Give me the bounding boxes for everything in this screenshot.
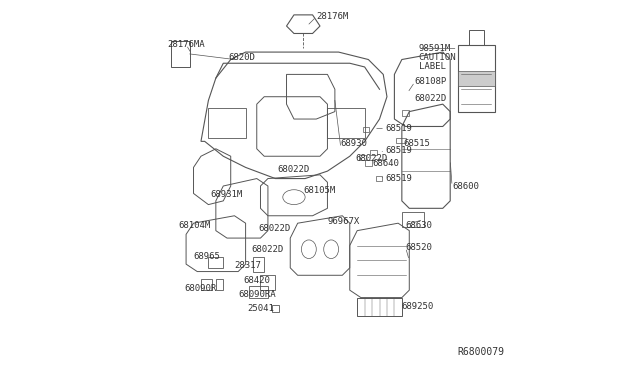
Text: 28317: 28317 (234, 262, 261, 270)
Text: 68420: 68420 (244, 276, 271, 285)
Bar (363, 127, 369, 132)
Text: 68519: 68519 (385, 174, 412, 183)
Text: 68022D: 68022D (277, 165, 310, 174)
Bar (458, 71, 495, 86)
Text: 68630: 68630 (406, 221, 433, 230)
Bar (365, 160, 372, 166)
Text: 68022D: 68022D (415, 94, 447, 103)
Text: 68090R: 68090R (184, 284, 216, 293)
Text: 68931M: 68931M (211, 190, 243, 199)
Text: 68108P: 68108P (415, 77, 447, 86)
Bar (402, 212, 424, 227)
Text: 68515: 68515 (404, 139, 431, 148)
Text: 68965: 68965 (193, 252, 220, 261)
Text: 68105M: 68105M (303, 186, 335, 195)
Bar (357, 298, 402, 316)
Text: 68022D: 68022D (355, 154, 388, 163)
Bar (271, 305, 279, 312)
Text: 68104M: 68104M (179, 221, 211, 230)
Bar (172, 41, 190, 67)
Text: 68640: 68640 (372, 159, 399, 168)
Bar (260, 275, 275, 290)
Text: 68520: 68520 (406, 243, 433, 252)
Text: R6800079: R6800079 (458, 347, 504, 357)
Text: 68600: 68600 (452, 182, 479, 190)
Bar (402, 110, 408, 116)
Text: 68022D: 68022D (251, 245, 284, 254)
Bar (370, 150, 377, 155)
Text: LABEL: LABEL (419, 62, 445, 71)
Bar (359, 155, 365, 160)
Text: 25041: 25041 (248, 304, 275, 313)
Bar (376, 176, 383, 181)
Text: 98591M: 98591M (419, 44, 451, 53)
Bar (328, 108, 365, 138)
Bar (209, 257, 223, 268)
Text: 68519: 68519 (385, 124, 412, 133)
Bar (468, 30, 484, 45)
Text: 68930: 68930 (340, 139, 367, 148)
Text: CAUTION: CAUTION (419, 53, 456, 62)
Text: 68022D: 68022D (258, 224, 291, 233)
Text: 6820D: 6820D (229, 53, 256, 62)
Bar (201, 279, 212, 290)
Bar (250, 286, 268, 298)
Text: 68519: 68519 (385, 146, 412, 155)
Bar (253, 257, 264, 272)
Text: 689250: 689250 (402, 302, 434, 311)
Bar (458, 45, 495, 112)
Text: 28176M: 28176M (316, 12, 349, 21)
Bar (209, 108, 246, 138)
Text: 28176MA: 28176MA (168, 40, 205, 49)
Text: 96967X: 96967X (328, 217, 360, 226)
Text: 68090RA: 68090RA (238, 290, 276, 299)
Bar (216, 279, 223, 290)
Bar (396, 138, 406, 143)
